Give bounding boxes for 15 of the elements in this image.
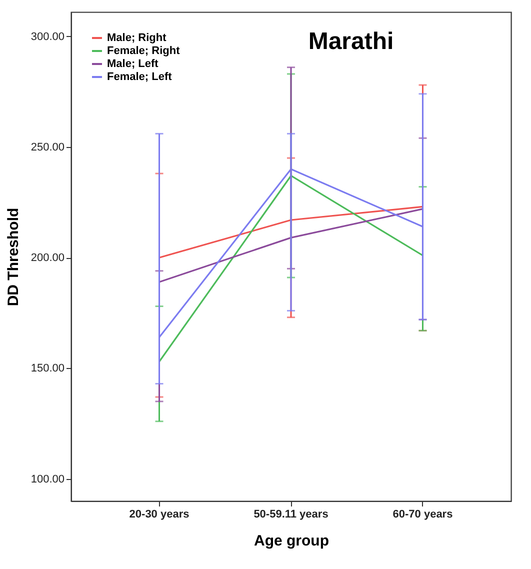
x-axis-title: Age group bbox=[254, 532, 329, 550]
y-tick-label: 300.00 bbox=[30, 30, 64, 43]
legend-label: Female; Left bbox=[107, 71, 172, 83]
text: Marathi bbox=[308, 28, 394, 55]
legend-label: Male; Left bbox=[107, 58, 159, 70]
y-tick-label: 100.00 bbox=[30, 473, 64, 486]
y-tick-label: 150.00 bbox=[30, 362, 64, 375]
x-tick-label: 60-70 years bbox=[392, 508, 453, 520]
y-tick-label: 250.00 bbox=[30, 141, 64, 154]
legend-label: Female; Right bbox=[107, 45, 180, 57]
legend-label: Male; Right bbox=[107, 32, 167, 44]
y-tick-label: 200.00 bbox=[30, 252, 64, 264]
x-tick-label: 50-59.11 years bbox=[254, 508, 328, 520]
x-tick-label: 20-30 years bbox=[129, 508, 190, 520]
y-axis-title: DD Threshold bbox=[4, 208, 22, 306]
